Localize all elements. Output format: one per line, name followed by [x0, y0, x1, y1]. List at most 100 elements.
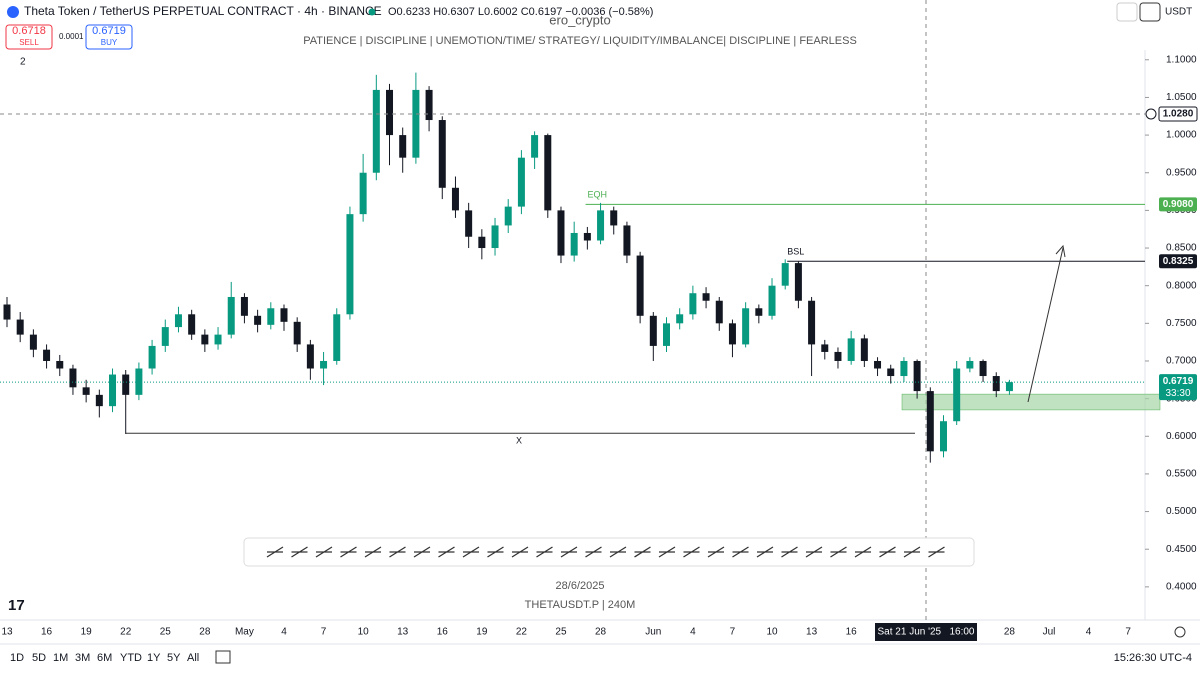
candle-body — [874, 360, 882, 369]
range-button[interactable]: 1Y — [147, 652, 161, 664]
last-price-label: 0.6719 — [1163, 376, 1194, 387]
settings-icon[interactable] — [1174, 626, 1186, 638]
tool-icon[interactable] — [389, 546, 406, 558]
sell-button[interactable] — [5, 24, 53, 50]
y-tick-label: 0.4000 — [1166, 582, 1197, 593]
support-text: X — [516, 436, 522, 446]
tool-icon[interactable] — [781, 546, 798, 558]
tool-icon[interactable] — [340, 546, 357, 558]
last-price-tag — [1159, 374, 1197, 401]
tool-icon[interactable] — [634, 546, 651, 558]
x-tick-label: 4 — [1086, 627, 1092, 638]
buy-button[interactable] — [85, 24, 133, 50]
toolbar — [243, 537, 975, 567]
download-button[interactable] — [1116, 2, 1138, 22]
candle-body — [320, 360, 328, 369]
tool-icon[interactable] — [683, 546, 700, 558]
demand-zone — [901, 393, 1161, 411]
y-tick-label: 0.9500 — [1166, 167, 1197, 178]
clock: 15:26:30 UTC-4 — [1114, 652, 1192, 664]
tool-icon[interactable] — [462, 546, 480, 558]
x-tick-label: 4 — [690, 627, 696, 638]
x-tick-label: 19 — [81, 627, 93, 638]
x-tick-label: 28 — [595, 627, 607, 638]
date-range-icon[interactable] — [215, 650, 231, 664]
range-button[interactable]: 3M — [75, 652, 90, 664]
x-tick-label: 4 — [281, 627, 287, 638]
y-tick-label: 0.5000 — [1166, 506, 1197, 517]
drawing-toolbar — [243, 537, 975, 567]
range-button[interactable]: 1M — [53, 652, 68, 664]
x-tick-label: 13 — [806, 627, 818, 638]
candle-body — [214, 334, 222, 345]
sell-price: 0.6718 — [12, 25, 46, 37]
level-text: BSL — [787, 247, 804, 257]
motto: PATIENCE | DISCIPLINE | UNEMOTION/TIME/ … — [303, 35, 857, 47]
range-button[interactable]: 6M — [97, 652, 112, 664]
x-tick-label: 13 — [397, 627, 409, 638]
candle-body — [715, 300, 723, 324]
tool-icon[interactable] — [854, 546, 872, 558]
tool-icon[interactable] — [928, 546, 945, 558]
x-tick-label: 7 — [1125, 627, 1131, 638]
tool-icon[interactable] — [487, 546, 504, 558]
buy-price: 0.6719 — [92, 25, 126, 37]
candle-body — [148, 345, 156, 369]
candle-body — [702, 293, 710, 301]
tool-icon[interactable] — [291, 546, 308, 558]
candle-body — [597, 210, 605, 241]
range-button[interactable]: YTD — [120, 652, 142, 664]
candle-body — [43, 349, 51, 361]
candle-body — [808, 300, 816, 345]
tool-icon[interactable] — [266, 546, 284, 558]
candle-body — [557, 210, 565, 256]
candle-body — [992, 376, 1000, 392]
tool-icon[interactable] — [732, 546, 749, 558]
spread: 0.0001 — [59, 32, 84, 41]
range-button[interactable]: 5D — [32, 652, 46, 664]
price-tag — [1159, 197, 1197, 212]
status-dot — [368, 8, 376, 16]
x-tick-label: May — [235, 627, 254, 638]
candle-body — [451, 187, 459, 211]
tool-icon[interactable] — [560, 546, 578, 558]
y-tick-label: 0.7000 — [1166, 356, 1197, 367]
candle-body — [95, 394, 103, 407]
tool-icon[interactable] — [658, 546, 676, 558]
tool-icon[interactable] — [707, 546, 725, 558]
range-button[interactable]: All — [187, 652, 199, 664]
candle-body — [188, 314, 196, 335]
x-tick-label: 16 — [437, 627, 449, 638]
tool-icon[interactable] — [585, 546, 602, 558]
x-tick-label: 7 — [730, 627, 736, 638]
y-tick-label: 1.0000 — [1166, 130, 1197, 141]
tool-icon[interactable] — [756, 546, 774, 558]
tool-icon[interactable] — [609, 546, 627, 558]
tool-icon[interactable] — [830, 546, 847, 558]
tool-icon[interactable] — [879, 546, 896, 558]
candle-body — [755, 308, 763, 316]
tool-icon[interactable] — [438, 546, 455, 558]
currency[interactable]: USDT — [1165, 7, 1192, 18]
candle-body — [570, 232, 578, 256]
candle-body — [623, 225, 631, 256]
tool-icon[interactable] — [511, 546, 529, 558]
range-button[interactable]: 1D — [10, 652, 24, 664]
candle-body — [939, 421, 947, 452]
tool-icon[interactable] — [413, 546, 431, 558]
sell-label: SELL — [19, 38, 39, 47]
tool-icon[interactable] — [315, 546, 333, 558]
candle-body — [689, 293, 697, 315]
indicator-count[interactable]: 2 — [20, 57, 26, 68]
tool-icon[interactable] — [536, 546, 553, 558]
range-button[interactable]: 5Y — [167, 652, 181, 664]
tool-icon[interactable] — [903, 546, 921, 558]
tool-icon[interactable] — [364, 546, 382, 558]
candle-body — [610, 210, 618, 226]
add-alert[interactable] — [1145, 108, 1157, 120]
tool-icon[interactable] — [805, 546, 823, 558]
candle-body — [728, 323, 736, 345]
candle-body — [1005, 382, 1013, 392]
layout-button[interactable] — [1139, 2, 1161, 22]
